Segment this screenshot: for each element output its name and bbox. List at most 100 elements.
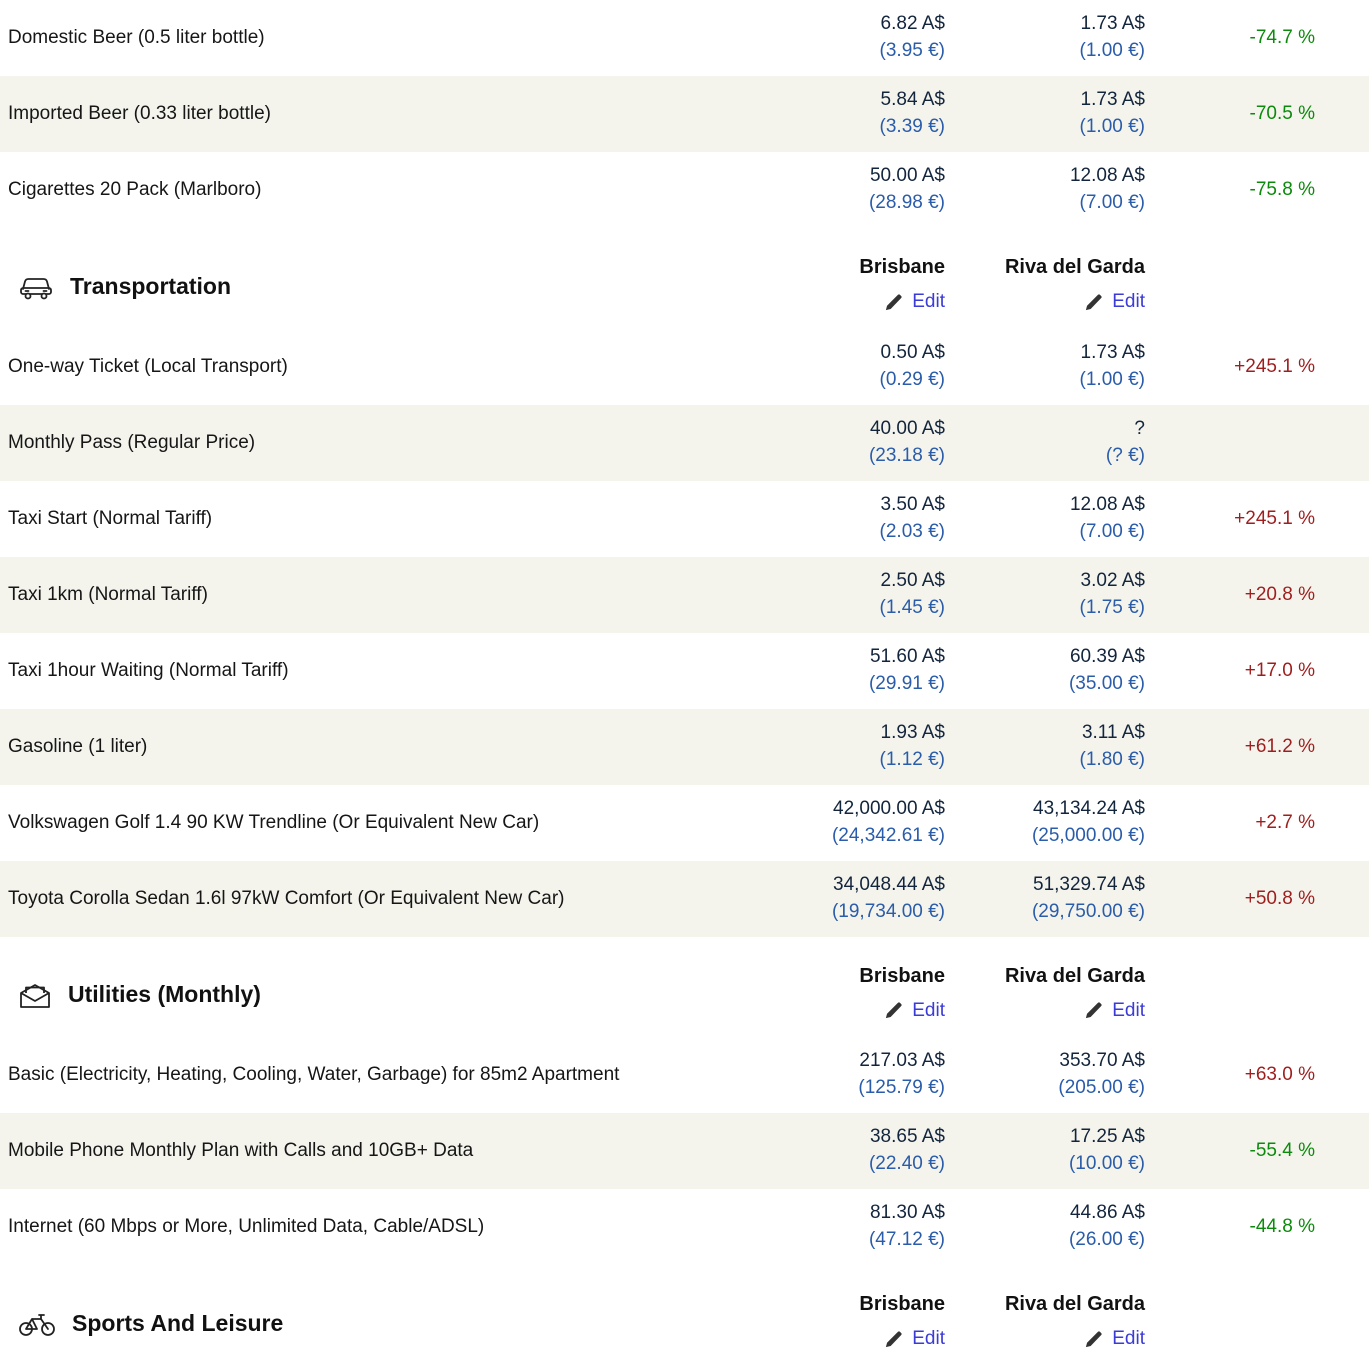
city1-price: 42,000.00 A$ — [833, 797, 945, 819]
pencil-icon — [884, 1330, 903, 1349]
city2-price-cell: 353.70 A$ (205.00 €) — [955, 1048, 1145, 1101]
section-title: Sports And Leisure — [72, 1309, 284, 1336]
pencil-icon — [1084, 1330, 1103, 1349]
city2-price-cell: 44.86 A$ (26.00 €) — [955, 1200, 1145, 1253]
city1-price-cell: 42,000.00 A$ (24,342.61 €) — [775, 796, 945, 849]
item-label: Domestic Beer (0.5 liter bottle) — [8, 27, 265, 49]
city2-edit-link[interactable]: Edit — [1084, 1328, 1145, 1350]
price-row: Basic (Electricity, Heating, Cooling, Wa… — [0, 1037, 1369, 1113]
city2-price-cell: 1.73 A$ (1.00 €) — [955, 340, 1145, 393]
city2-column-header: Riva del Garda Edit — [955, 965, 1145, 1026]
bicycle-icon — [18, 1310, 56, 1337]
city1-price: 0.50 A$ — [880, 341, 945, 363]
city1-column-header: Brisbane Edit — [775, 256, 945, 317]
city1-price-cell: 51.60 A$ (29.91 €) — [775, 644, 945, 697]
city1-edit-link[interactable]: Edit — [884, 1328, 945, 1350]
city1-price-cell: 2.50 A$ (1.45 €) — [775, 568, 945, 621]
city2-price-cell: 1.73 A$ (1.00 €) — [955, 11, 1145, 64]
city2-price-cell: 17.25 A$ (10.00 €) — [955, 1124, 1145, 1177]
city2-price-eur: (205.00 €) — [1058, 1077, 1145, 1098]
city2-price-eur: (10.00 €) — [1068, 1153, 1145, 1174]
city2-price: 51,329.74 A$ — [1033, 873, 1145, 895]
price-row: Internet (60 Mbps or More, Unlimited Dat… — [0, 1189, 1369, 1265]
city2-price: 12.08 A$ — [1069, 493, 1145, 515]
city1-price-cell: 38.65 A$ (22.40 €) — [775, 1124, 945, 1177]
car-icon — [18, 272, 54, 300]
city1-column-header: Brisbane Edit — [775, 965, 945, 1026]
city1-name: Brisbane — [859, 1293, 945, 1315]
city2-price-cell: 3.02 A$ (1.75 €) — [955, 568, 1145, 621]
city1-price-cell: 3.50 A$ (2.03 €) — [775, 492, 945, 545]
city1-price: 34,048.44 A$ — [833, 873, 945, 895]
city1-price-eur: (1.45 €) — [879, 596, 945, 618]
city2-price-eur: (7.00 €) — [1079, 192, 1145, 213]
city2-name: Riva del Garda — [1004, 1293, 1145, 1315]
item-label: Taxi 1km (Normal Tariff) — [8, 583, 208, 605]
city2-name: Riva del Garda — [1004, 964, 1145, 987]
city1-price-eur: (24,342.61 €) — [831, 824, 945, 846]
city2-price: 353.70 A$ — [1059, 1050, 1145, 1072]
item-label: Volkswagen Golf 1.4 90 KW Trendline (Or … — [8, 811, 540, 833]
price-row: Toyota Corolla Sedan 1.6l 97kW Comfort (… — [0, 860, 1369, 937]
city1-price-eur: (19,734.00 €) — [831, 900, 945, 922]
city1-price-cell: 5.84 A$ (3.39 €) — [775, 87, 945, 140]
price-row: Taxi Start (Normal Tariff) 3.50 A$ (2.03… — [0, 480, 1369, 557]
city2-price-eur: (25,000.00 €) — [1031, 824, 1145, 846]
section-header: Transportation Brisbane Edit Riva del Ga… — [0, 228, 1369, 329]
price-change-percent: +63.0 % — [1244, 1064, 1315, 1085]
price-row: Monthly Pass (Regular Price) 40.00 A$ (2… — [0, 404, 1369, 481]
city1-price: 1.93 A$ — [880, 721, 945, 743]
price-change-percent: +245.1 % — [1234, 507, 1315, 529]
price-row: Mobile Phone Monthly Plan with Calls and… — [0, 1113, 1369, 1189]
price-change-percent: +50.8 % — [1244, 887, 1315, 909]
city2-column-header: Riva del Garda Edit — [955, 1293, 1145, 1354]
city2-price-eur: (7.00 €) — [1079, 520, 1145, 542]
city1-price-eur: (2.03 €) — [879, 520, 945, 542]
city1-price: 3.50 A$ — [880, 493, 945, 515]
city2-price: 3.02 A$ — [1080, 569, 1145, 591]
section-header: Utilities (Monthly) Brisbane Edit Riva d… — [0, 936, 1369, 1037]
city1-column-header: Brisbane Edit — [775, 1293, 945, 1354]
city2-edit-link[interactable]: Edit — [1084, 1000, 1145, 1022]
item-label: Gasoline (1 liter) — [8, 735, 148, 757]
section-title: Transportation — [70, 272, 232, 299]
city1-price-cell: 217.03 A$ (125.79 €) — [775, 1048, 945, 1101]
item-label: Taxi Start (Normal Tariff) — [8, 507, 213, 529]
item-label: Cigarettes 20 Pack (Marlboro) — [8, 179, 262, 201]
price-row: Gasoline (1 liter) 1.93 A$ (1.12 €) 3.11… — [0, 708, 1369, 785]
city1-price-cell: 81.30 A$ (47.12 €) — [775, 1200, 945, 1253]
city2-price: 12.08 A$ — [1069, 165, 1145, 187]
city2-price-eur: (29,750.00 €) — [1031, 900, 1145, 922]
item-label: One-way Ticket (Local Transport) — [8, 355, 288, 377]
price-change-percent: -75.8 % — [1249, 179, 1315, 200]
city2-price: 60.39 A$ — [1069, 645, 1145, 667]
city1-price-eur: (29.91 €) — [868, 672, 945, 694]
item-label: Toyota Corolla Sedan 1.6l 97kW Comfort (… — [8, 887, 565, 909]
price-change-percent: -55.4 % — [1249, 1140, 1315, 1161]
city1-price: 40.00 A$ — [869, 417, 945, 439]
item-label: Taxi 1hour Waiting (Normal Tariff) — [8, 659, 289, 681]
price-row: Cigarettes 20 Pack (Marlboro) 50.00 A$ (… — [0, 152, 1369, 228]
city2-price-cell: ? (? €) — [955, 416, 1145, 469]
city2-price-eur: (1.00 €) — [1079, 368, 1145, 390]
city1-price: 6.82 A$ — [880, 13, 945, 35]
price-change-percent: +2.7 % — [1255, 811, 1315, 833]
city2-edit-link[interactable]: Edit — [1084, 291, 1145, 313]
city2-price-cell: 51,329.74 A$ (29,750.00 €) — [955, 872, 1145, 925]
city2-price-eur: (35.00 €) — [1068, 672, 1145, 694]
city1-name: Brisbane — [859, 256, 945, 278]
item-label: Imported Beer (0.33 liter bottle) — [8, 103, 271, 125]
city2-price-cell: 60.39 A$ (35.00 €) — [955, 644, 1145, 697]
price-change-percent: -74.7 % — [1249, 27, 1315, 48]
price-change-percent: -44.8 % — [1249, 1216, 1315, 1237]
city1-price: 217.03 A$ — [859, 1050, 945, 1072]
city2-price: 1.73 A$ — [1080, 13, 1145, 35]
city2-price-eur: (1.00 €) — [1079, 116, 1145, 137]
city2-column-header: Riva del Garda Edit — [955, 256, 1145, 317]
city1-edit-link[interactable]: Edit — [884, 1000, 945, 1022]
city2-price-eur: (1.00 €) — [1079, 40, 1145, 61]
city1-price-eur: (3.95 €) — [879, 40, 945, 61]
city2-price-eur: (1.80 €) — [1079, 748, 1145, 770]
city1-edit-link[interactable]: Edit — [884, 291, 945, 313]
city2-price: 43,134.24 A$ — [1033, 797, 1145, 819]
